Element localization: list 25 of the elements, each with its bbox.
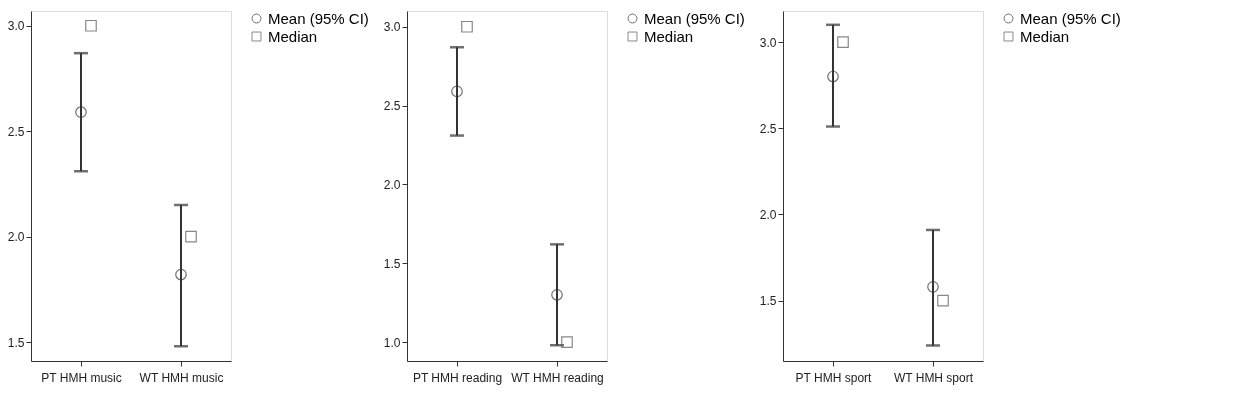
legend-label: Mean (95% CI) xyxy=(644,9,745,27)
legend-label: Mean (95% CI) xyxy=(268,9,369,27)
y-tick-label: 1.0 xyxy=(383,335,401,350)
x-tick-label: WT HMH reading xyxy=(511,370,604,385)
x-tick-label: PT HMH reading xyxy=(412,370,503,385)
y-tick-label: 2.5 xyxy=(759,121,777,136)
x-tick-label: WT HMH music xyxy=(139,370,224,385)
legend-label: Median xyxy=(268,27,318,45)
x-tick-label: PT HMH sport xyxy=(795,370,873,385)
legend-label: Median xyxy=(1020,27,1070,45)
legend-label: Median xyxy=(644,27,694,45)
y-tick-label: 2.5 xyxy=(7,124,25,139)
y-tick-label: 2.0 xyxy=(7,230,25,245)
x-tick-label: WT HMH sport xyxy=(893,370,974,385)
y-tick-label: 3.0 xyxy=(383,20,401,35)
y-tick-label: 3.0 xyxy=(759,35,777,50)
y-tick-label: 2.0 xyxy=(383,177,401,192)
y-tick-label: 2.0 xyxy=(759,207,777,222)
y-tick-label: 1.5 xyxy=(759,294,777,309)
y-tick-label: 1.5 xyxy=(7,335,25,350)
legend-label: Mean (95% CI) xyxy=(1020,9,1121,27)
y-tick-label: 2.5 xyxy=(383,99,401,114)
y-tick-label: 1.5 xyxy=(383,256,401,271)
y-tick-label: 3.0 xyxy=(7,19,25,34)
x-tick-label: PT HMH music xyxy=(41,370,122,385)
